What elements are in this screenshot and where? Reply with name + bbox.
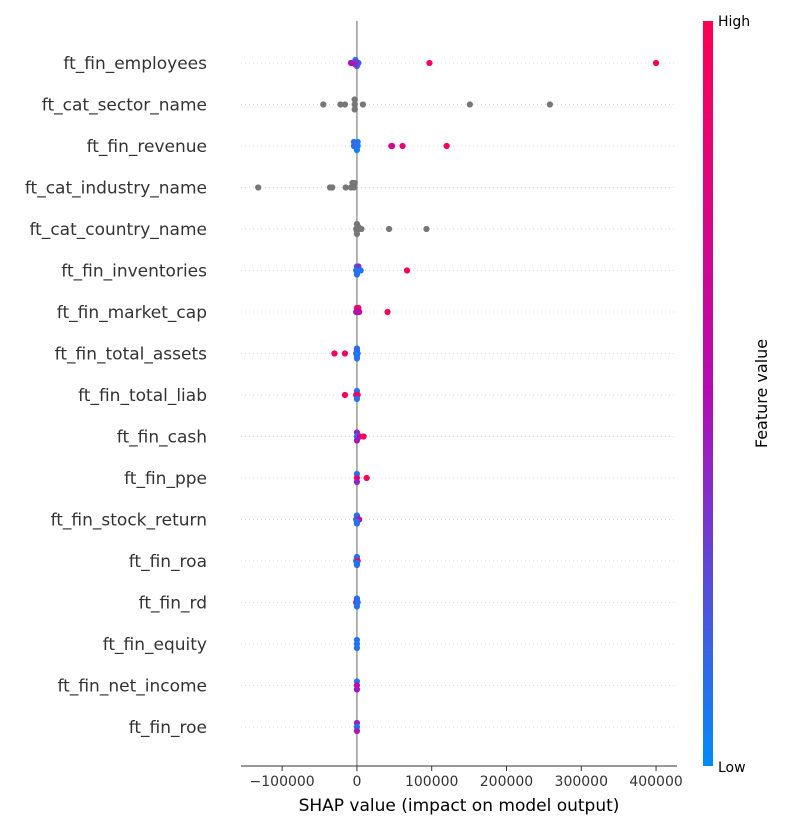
shap-point — [329, 184, 336, 191]
x-axis-ticks: −100000 0 100000 200000 300000 400000 — [250, 766, 683, 790]
shap-point — [353, 225, 360, 233]
shap-point — [353, 146, 361, 154]
x-tick-label: 400000 — [629, 774, 682, 790]
shap-point — [353, 727, 361, 735]
feature-label: ft_fin_rd — [139, 594, 207, 614]
feature-gridlines — [241, 62, 677, 728]
feature-label: ft_fin_stock_return — [51, 511, 207, 531]
feature-label: ft_fin_market_cap — [57, 303, 207, 323]
shap-point — [652, 59, 660, 67]
shap-point — [353, 478, 361, 486]
shap-point — [353, 437, 361, 444]
shap-point — [342, 184, 349, 191]
shap-point — [255, 184, 262, 191]
feature-labels: ft_fin_employees ft_cat_sector_name ft_fin… — [25, 54, 207, 738]
feature-label: ft_fin_roe — [129, 718, 207, 738]
shap-point — [360, 433, 367, 440]
shap-point — [399, 142, 406, 150]
feature-label: ft_cat_country_name — [29, 220, 207, 240]
feature-label: ft_fin_total_liab — [78, 386, 207, 406]
shap-point — [358, 225, 365, 233]
shap-point — [353, 603, 361, 610]
shap-point — [353, 395, 361, 403]
shap-point — [423, 225, 430, 233]
feature-label: ft_fin_equity — [103, 635, 207, 655]
shap-point — [546, 101, 553, 108]
colorbar-low-label: Low — [718, 760, 746, 776]
shap-point — [353, 644, 361, 652]
shap-point — [356, 308, 363, 316]
shap-point — [363, 474, 370, 482]
shap-point — [347, 59, 355, 67]
feature-label: ft_fin_employees — [63, 54, 207, 74]
shap-point — [357, 267, 364, 274]
feature-label: ft_fin_roa — [129, 552, 207, 572]
shap-point — [403, 267, 411, 274]
feature-label: ft_fin_cash — [117, 428, 207, 448]
shap-point — [384, 308, 391, 316]
x-tick-label: 100000 — [405, 774, 458, 790]
shap-point — [331, 350, 338, 357]
feature-label: ft_fin_total_assets — [55, 345, 207, 365]
shap-point — [341, 350, 349, 357]
x-axis-label: SHAP value (impact on model output) — [299, 796, 620, 816]
shap-point — [351, 179, 358, 187]
shap-point — [320, 101, 327, 108]
shap-point — [385, 225, 393, 233]
x-tick-label: 0 — [352, 774, 361, 790]
shap-point — [337, 101, 344, 108]
shap-point — [388, 142, 395, 150]
shap-point — [353, 686, 361, 693]
shap-point — [359, 101, 367, 108]
feature-label: ft_cat_sector_name — [42, 96, 207, 116]
x-tick-label: −100000 — [250, 774, 315, 790]
shap-point — [353, 520, 361, 527]
x-tick-label: 300000 — [555, 774, 608, 790]
colorbar — [703, 21, 713, 766]
shap-point — [353, 271, 361, 278]
feature-label: ft_fin_net_income — [58, 677, 208, 697]
feature-label: ft_fin_inventories — [61, 262, 207, 282]
shap-point — [341, 391, 349, 399]
shap-points — [255, 56, 660, 735]
feature-label: ft_fin_ppe — [124, 469, 207, 489]
feature-label: ft_cat_industry_name — [25, 179, 207, 199]
shap-point — [341, 101, 349, 108]
colorbar-title: Feature value — [752, 339, 771, 448]
shap-point — [466, 101, 473, 108]
shap-point — [351, 96, 358, 103]
colorbar-high-label: High — [718, 14, 750, 30]
shap-point — [353, 561, 361, 569]
feature-label: ft_fin_revenue — [87, 137, 207, 157]
shap-point — [351, 106, 358, 113]
shap-point — [443, 142, 450, 150]
x-tick-label: 200000 — [480, 774, 533, 790]
shap-point — [426, 59, 433, 67]
shap-point — [351, 101, 358, 108]
shap-point — [353, 355, 361, 362]
